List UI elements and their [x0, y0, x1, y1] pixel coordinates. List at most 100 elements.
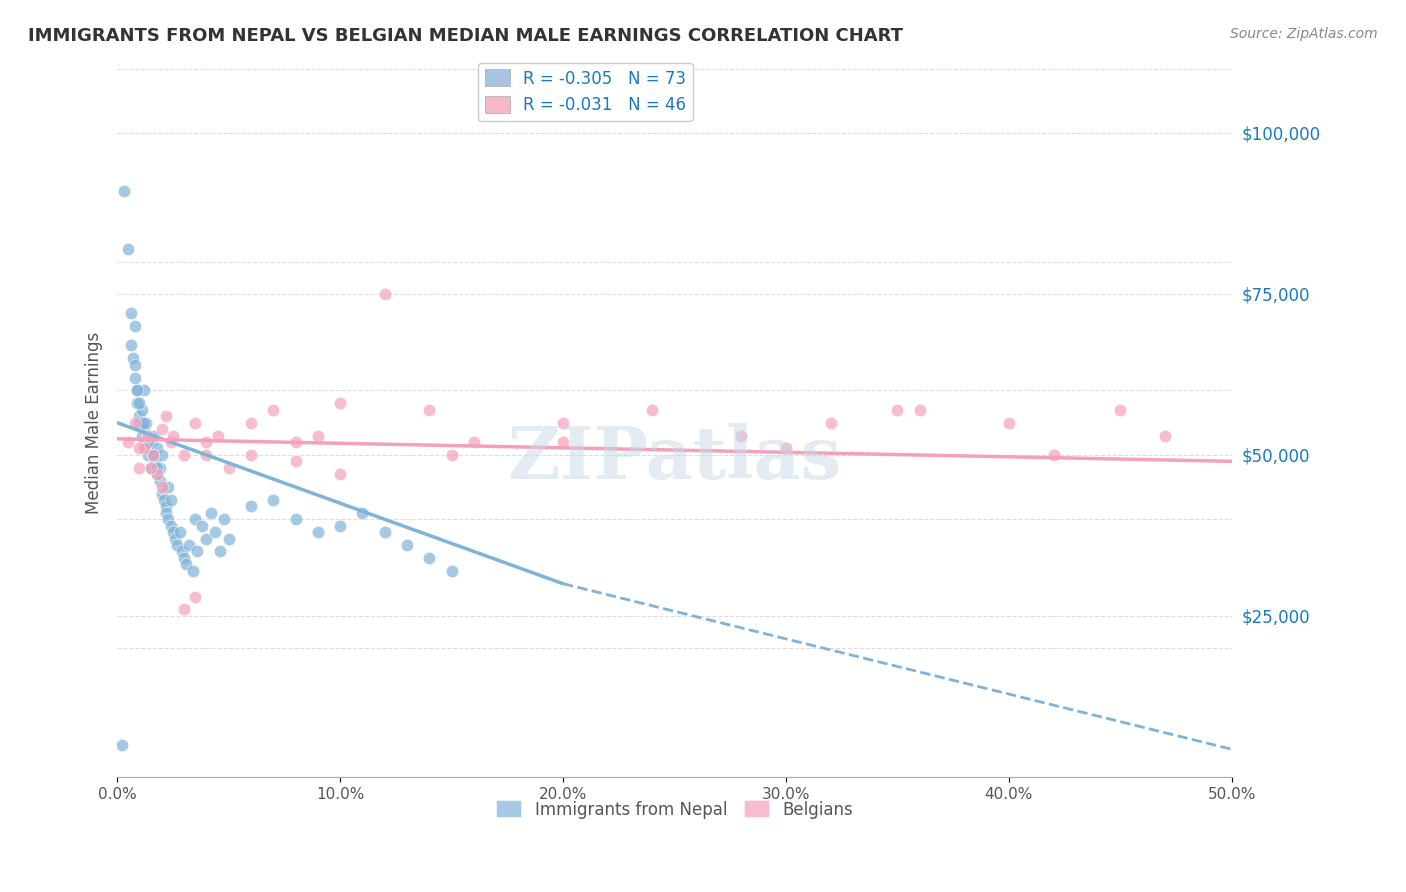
Point [173, 448, 195, 462]
Point [128, 396, 150, 410]
Point [329, 467, 352, 482]
Point [135, 416, 157, 430]
Point [212, 512, 235, 526]
Point [418, 550, 440, 565]
Point [200, 506, 222, 520]
Point [775, 442, 797, 456]
Point [153, 493, 176, 508]
Point [374, 525, 396, 540]
Point [131, 428, 153, 442]
Point [262, 402, 284, 417]
Point [146, 467, 169, 482]
Point [195, 448, 218, 462]
Point [143, 454, 166, 468]
Point [173, 602, 195, 616]
Point [181, 564, 204, 578]
Point [191, 518, 214, 533]
Point [159, 518, 181, 533]
Point [440, 564, 463, 578]
Point [139, 435, 162, 450]
Point [208, 544, 231, 558]
Point [159, 493, 181, 508]
Point [124, 358, 146, 372]
Point [155, 500, 177, 514]
Point [148, 460, 170, 475]
Point [127, 384, 149, 398]
Point [440, 448, 463, 462]
Point [159, 435, 181, 450]
Point [138, 448, 160, 462]
Text: Source: ZipAtlas.com: Source: ZipAtlas.com [1230, 27, 1378, 41]
Text: IMMIGRANTS FROM NEPAL VS BELGIAN MEDIAN MALE EARNINGS CORRELATION CHART: IMMIGRANTS FROM NEPAL VS BELGIAN MEDIAN … [28, 27, 903, 45]
Point [162, 525, 184, 540]
Point [551, 435, 574, 450]
Point [155, 506, 177, 520]
Point [138, 435, 160, 450]
Point [132, 384, 155, 398]
Point [195, 435, 218, 450]
Point [111, 738, 134, 752]
Point [166, 538, 188, 552]
Point [418, 402, 440, 417]
Point [162, 428, 184, 442]
Point [124, 370, 146, 384]
Point [173, 550, 195, 565]
Point [127, 384, 149, 398]
Point [157, 480, 180, 494]
Point [165, 532, 187, 546]
Point [132, 422, 155, 436]
Point [184, 512, 207, 526]
Point [307, 428, 329, 442]
Point [170, 544, 193, 558]
Point [284, 512, 307, 526]
Point [124, 416, 146, 430]
Point [551, 416, 574, 430]
Point [395, 538, 418, 552]
Point [132, 435, 155, 450]
Point [150, 480, 173, 494]
Point [218, 460, 240, 475]
Point [146, 442, 169, 456]
Point [112, 184, 135, 198]
Point [142, 448, 165, 462]
Point [124, 319, 146, 334]
Point [329, 396, 352, 410]
Point [352, 506, 374, 520]
Point [148, 474, 170, 488]
Point [262, 493, 284, 508]
Point [127, 396, 149, 410]
Point [117, 242, 139, 256]
Point [1109, 402, 1132, 417]
Point [135, 442, 157, 456]
Point [128, 460, 150, 475]
Point [641, 402, 664, 417]
Legend: Immigrants from Nepal, Belgians: Immigrants from Nepal, Belgians [489, 794, 859, 825]
Point [195, 532, 218, 546]
Point [184, 590, 207, 604]
Point [186, 544, 208, 558]
Point [284, 454, 307, 468]
Point [138, 428, 160, 442]
Point [139, 460, 162, 475]
Y-axis label: Median Male Earnings: Median Male Earnings [86, 332, 103, 514]
Point [820, 416, 842, 430]
Point [131, 402, 153, 417]
Point [307, 525, 329, 540]
Point [1154, 428, 1177, 442]
Point [155, 409, 177, 424]
Point [184, 416, 207, 430]
Point [239, 500, 262, 514]
Point [204, 525, 226, 540]
Point [157, 512, 180, 526]
Point [146, 460, 169, 475]
Point [139, 460, 162, 475]
Point [142, 428, 165, 442]
Point [128, 442, 150, 456]
Point [128, 416, 150, 430]
Point [176, 558, 198, 572]
Point [117, 435, 139, 450]
Point [150, 448, 173, 462]
Point [284, 435, 307, 450]
Point [1042, 448, 1064, 462]
Point [142, 448, 165, 462]
